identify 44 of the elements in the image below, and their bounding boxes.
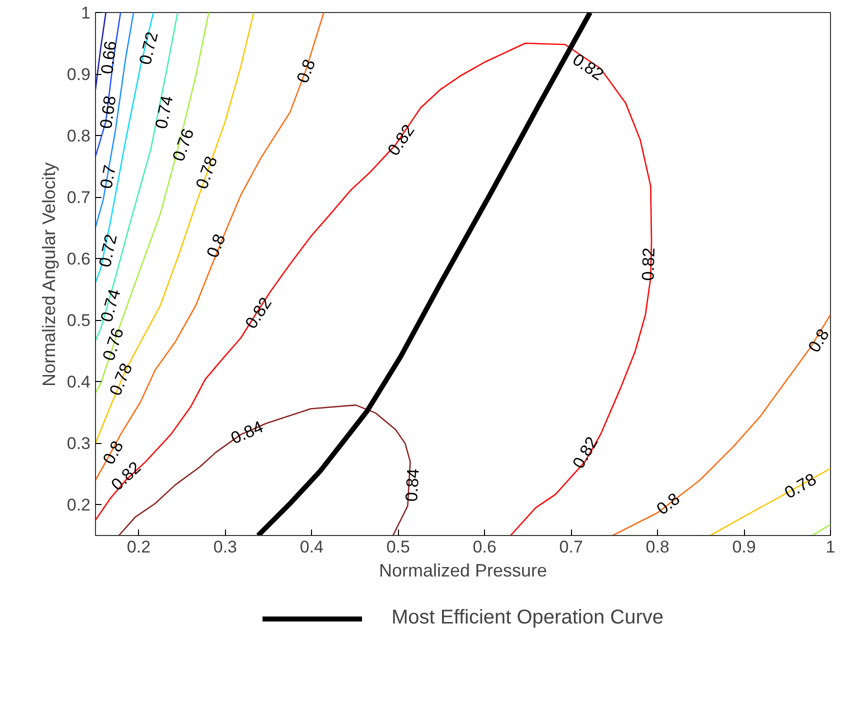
- y-tick-label: 0.3: [66, 434, 91, 454]
- annotation: 0.7: [96, 164, 120, 190]
- annotation: 0.8: [99, 438, 128, 468]
- y-tick-label: 0.6: [66, 250, 91, 269]
- y-tick-label: 0.7: [66, 188, 91, 208]
- annotation: 0.82: [568, 434, 602, 472]
- annotation: 0.66: [97, 40, 120, 76]
- legend-label: Most Efficient Operation Curve: [392, 606, 664, 630]
- y-tick-label: 1: [81, 4, 91, 22]
- annotation: 0.8: [202, 231, 230, 260]
- line-series: [96, 12, 122, 158]
- x-tick-label: 0.2: [126, 538, 151, 556]
- annotation: 0.8: [653, 489, 684, 519]
- annotation: 0.72: [95, 232, 121, 269]
- annotation: 0.72: [136, 30, 162, 67]
- line-series: [96, 12, 134, 228]
- x-tick-label: 0.7: [559, 538, 583, 556]
- annotation: 0.82: [638, 247, 658, 281]
- y-tick-label: 0.9: [66, 65, 91, 84]
- annotation: 0.78: [106, 360, 136, 398]
- y-tick-label: 0.8: [66, 126, 91, 146]
- annotation: 0.68: [96, 94, 120, 130]
- x-tick-label: 0.6: [472, 538, 496, 556]
- annotation: 0.76: [99, 326, 128, 363]
- x-tick-label: 0.8: [646, 538, 670, 556]
- line-series: [612, 314, 830, 536]
- x-tick-label: 0.9: [732, 538, 756, 556]
- annotation: 0.8: [293, 56, 320, 86]
- line-series: [710, 468, 830, 536]
- y-tick-label: 0.4: [66, 372, 91, 392]
- y-tick-label: 0.5: [66, 311, 91, 330]
- annotation: 0.82: [569, 50, 608, 84]
- annotation: 0.74: [96, 287, 124, 324]
- x-tick-label: 1: [826, 538, 836, 556]
- x-axis-title: Normalized Pressure: [378, 560, 548, 580]
- x-tick-label: 0.3: [213, 538, 238, 556]
- annotation: 0.8: [804, 326, 834, 356]
- annotation: 0.78: [781, 470, 820, 502]
- y-axis-title: Normalized Angular Velocity: [38, 162, 59, 387]
- y-tick-label: 0.2: [66, 496, 91, 515]
- x-tick-label: 0.5: [386, 538, 410, 556]
- x-tick-label: 0.4: [300, 538, 324, 556]
- annotation: 0.84: [228, 417, 266, 448]
- annotation: 0.84: [402, 468, 423, 502]
